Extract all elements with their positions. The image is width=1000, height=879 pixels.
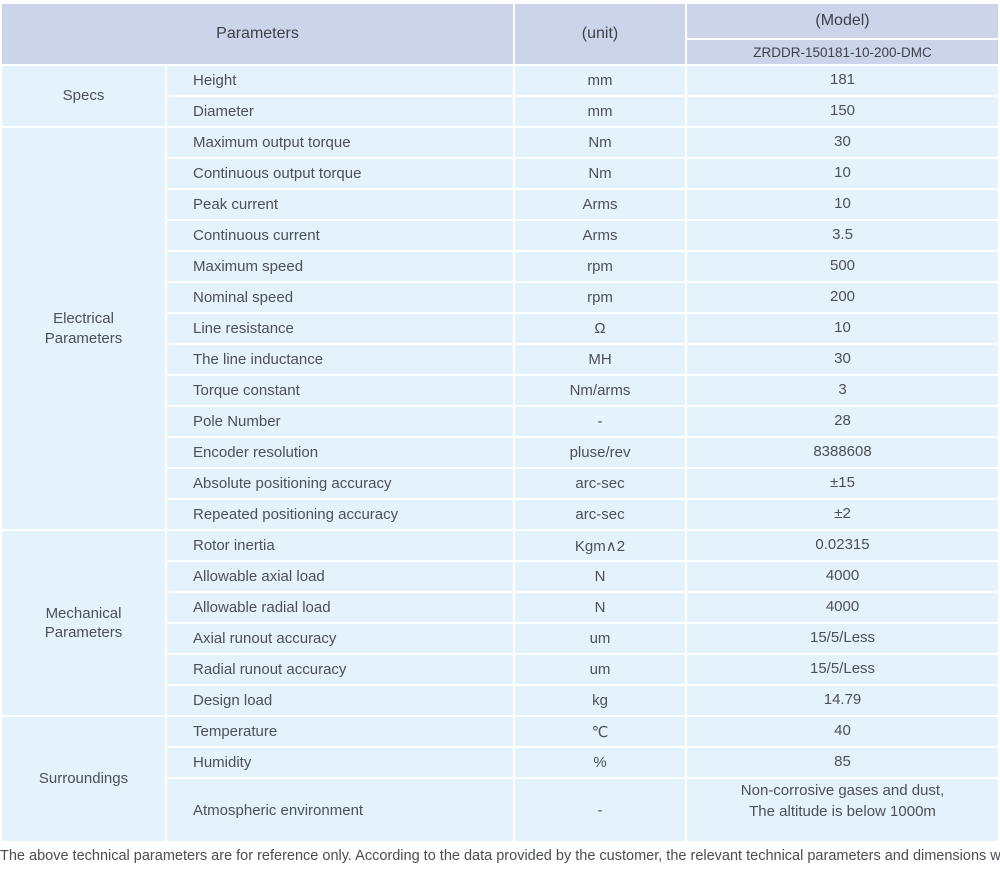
param-value: 4000 (687, 593, 999, 622)
param-label: Radial runout accuracy (167, 655, 514, 684)
section-label-surroundings: Surroundings (2, 717, 165, 841)
param-value: 15/5/Less (687, 624, 999, 653)
spec-table: Parameters (unit) (Model) ZRDDR-150181-1… (0, 2, 1000, 843)
param-unit: um (515, 655, 686, 684)
param-unit: % (515, 748, 686, 777)
param-value: 4000 (687, 562, 999, 591)
param-value: 30 (687, 128, 999, 157)
param-label: Axial runout accuracy (167, 624, 514, 653)
param-unit: arc-sec (515, 469, 686, 498)
param-unit: N (515, 593, 686, 622)
param-unit: Arms (515, 190, 686, 219)
param-unit: - (515, 779, 686, 841)
param-unit: arc-sec (515, 500, 686, 529)
param-label: Allowable axial load (167, 562, 514, 591)
param-value: 14.79 (687, 686, 999, 715)
param-unit: ℃ (515, 717, 686, 746)
model-number: ZRDDR-150181-10-200-DMC (687, 40, 999, 64)
param-value: 40 (687, 717, 999, 746)
section-label-mechanical: Mechanical Parameters (2, 531, 165, 715)
param-label: Peak current (167, 190, 514, 219)
param-value: 10 (687, 314, 999, 343)
param-label: The line inductance (167, 345, 514, 374)
param-value: 15/5/Less (687, 655, 999, 684)
section-label-text: Electrical Parameters (44, 310, 123, 347)
param-unit: MH (515, 345, 686, 374)
param-unit: - (515, 407, 686, 436)
param-label: Maximum speed (167, 252, 514, 281)
param-label: Pole Number (167, 407, 514, 436)
section-label-text: Surroundings (38, 770, 129, 788)
param-unit: Kgm∧2 (515, 531, 686, 560)
param-value: 10 (687, 159, 999, 188)
param-label: Nominal speed (167, 283, 514, 312)
param-label: Allowable radial load (167, 593, 514, 622)
param-value: 0.02315 (687, 531, 999, 560)
param-label: Torque constant (167, 376, 514, 405)
param-label: Line resistance (167, 314, 514, 343)
section-label-specs: Specs (2, 66, 165, 126)
param-label: Diameter (167, 97, 514, 126)
atmospheric-value: Non-corrosive gases and dust, The altitu… (687, 779, 999, 841)
param-label: Height (167, 66, 514, 95)
param-label: Encoder resolution (167, 438, 514, 467)
section-label-text: Mechanical Parameters (44, 604, 123, 642)
param-label: Absolute positioning accuracy (167, 469, 514, 498)
column-header-model: (Model) (687, 4, 999, 38)
param-value: 28 (687, 407, 999, 436)
param-unit: Nm/arms (515, 376, 686, 405)
param-value: 200 (687, 283, 999, 312)
param-unit: Ω (515, 314, 686, 343)
param-value: 500 (687, 252, 999, 281)
param-unit: N (515, 562, 686, 591)
param-unit: rpm (515, 283, 686, 312)
param-value: 3.5 (687, 221, 999, 250)
section-label-text: Specs (62, 87, 105, 105)
param-label: Humidity (167, 748, 514, 777)
param-unit: rpm (515, 252, 686, 281)
param-value: 181 (687, 66, 999, 95)
param-unit: mm (515, 97, 686, 126)
disclaimer-note: The above technical parameters are for r… (0, 848, 1000, 864)
param-label: Continuous current (167, 221, 514, 250)
param-label: Continuous output torque (167, 159, 514, 188)
param-value: ±2 (687, 500, 999, 529)
section-label-electrical: Electrical Parameters (2, 128, 165, 529)
param-value: 3 (687, 376, 999, 405)
param-unit: Arms (515, 221, 686, 250)
param-unit: Nm (515, 128, 686, 157)
param-unit: pluse/rev (515, 438, 686, 467)
param-unit: um (515, 624, 686, 653)
param-value: 8388608 (687, 438, 999, 467)
param-label: Rotor inertia (167, 531, 514, 560)
param-label: Repeated positioning accuracy (167, 500, 514, 529)
param-unit: kg (515, 686, 686, 715)
param-unit: Nm (515, 159, 686, 188)
param-unit: mm (515, 66, 686, 95)
param-label: Maximum output torque (167, 128, 514, 157)
param-value: 30 (687, 345, 999, 374)
column-header-parameters: Parameters (2, 4, 514, 64)
param-value: ±15 (687, 469, 999, 498)
param-value: 150 (687, 97, 999, 126)
column-header-unit: (unit) (515, 4, 686, 64)
param-value: 10 (687, 190, 999, 219)
param-label: Atmospheric environment (167, 779, 514, 841)
param-value: 85 (687, 748, 999, 777)
param-label: Design load (167, 686, 514, 715)
param-label: Temperature (167, 717, 514, 746)
